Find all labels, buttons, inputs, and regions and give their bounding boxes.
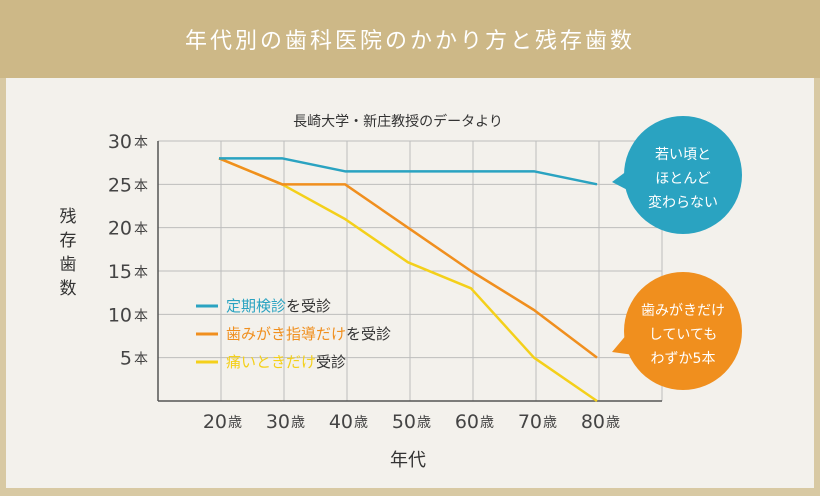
x-tick-label: 50 [392, 411, 416, 433]
callout-bubble [624, 116, 742, 234]
y-axis-label-char: 歯 [60, 255, 77, 275]
x-tick-label: 30 [266, 411, 290, 433]
legend-label-rest: を受診 [286, 297, 331, 315]
x-tick-label: 80 [581, 411, 605, 433]
y-axis-label: 残存歯数 [60, 207, 77, 299]
y-tick-label: 20 [108, 218, 132, 240]
legend-label-highlight: 定期検診 [226, 297, 286, 315]
x-tick-unit: 歳 [480, 415, 494, 431]
x-tick-unit: 歳 [291, 415, 305, 431]
legend-label-highlight: 歯みがき指導だけ [226, 325, 346, 343]
x-tick-label: 20 [203, 411, 227, 433]
y-axis-label-char: 数 [60, 279, 77, 299]
callout-text: していても [649, 327, 717, 343]
series-line [218, 157, 598, 359]
x-tick-label: 70 [518, 411, 542, 433]
callout-text: 若い頃と [655, 147, 711, 163]
y-axis-label-char: 存 [60, 231, 77, 251]
callout-text: 変わらない [648, 194, 718, 211]
x-tick-unit: 歳 [543, 415, 557, 431]
callout-text: ほとんど [655, 171, 711, 187]
y-tick-label: 10 [108, 304, 132, 326]
y-axis-label-char: 残 [60, 207, 77, 227]
legend-label: 歯みがき指導だけを受診 [226, 325, 391, 343]
callout-bubble [624, 272, 742, 390]
series-line [219, 157, 598, 186]
legend-label: 定期検診を受診 [226, 297, 331, 315]
callout-text: わずか5本 [651, 351, 716, 367]
y-tick-unit: 本 [134, 308, 148, 324]
legend-label-highlight: 痛いときだけ [226, 353, 316, 371]
y-tick-unit: 本 [134, 178, 148, 194]
y-tick-label: 5 [120, 348, 132, 370]
x-tick-unit: 歳 [354, 415, 368, 431]
legend-label-rest: 受診 [316, 353, 346, 371]
y-tick-label: 30 [108, 131, 132, 153]
x-tick-unit: 歳 [606, 415, 620, 431]
x-tick-unit: 歳 [228, 415, 242, 431]
y-tick-label: 15 [108, 261, 132, 283]
page-title: 年代別の歯科医院のかかり方と残存歯数 [0, 0, 820, 78]
legend-label: 痛いときだけ受診 [226, 353, 346, 371]
chart-subtitle: 長崎大学・新庄教授のデータより [293, 113, 503, 130]
y-axis: 5 本10 本15 本20 本25 本30 本 [108, 131, 148, 370]
legend-label-rest: を受診 [346, 325, 391, 343]
x-tick-label: 60 [455, 411, 479, 433]
y-tick-unit: 本 [134, 265, 148, 281]
x-tick-unit: 歳 [417, 415, 431, 431]
x-axis: 20 歳 30 歳 40 歳 50 歳 60 歳 70 歳 80 歳 [203, 411, 620, 433]
y-tick-unit: 本 [134, 222, 148, 238]
y-tick-unit: 本 [134, 352, 148, 368]
x-tick-label: 40 [329, 411, 353, 433]
series-lines [218, 157, 598, 403]
callout-text: 歯みがきだけ [641, 303, 725, 319]
x-axis-label: 年代 [390, 450, 426, 471]
y-tick-label: 25 [108, 174, 132, 196]
y-tick-unit: 本 [134, 135, 148, 151]
